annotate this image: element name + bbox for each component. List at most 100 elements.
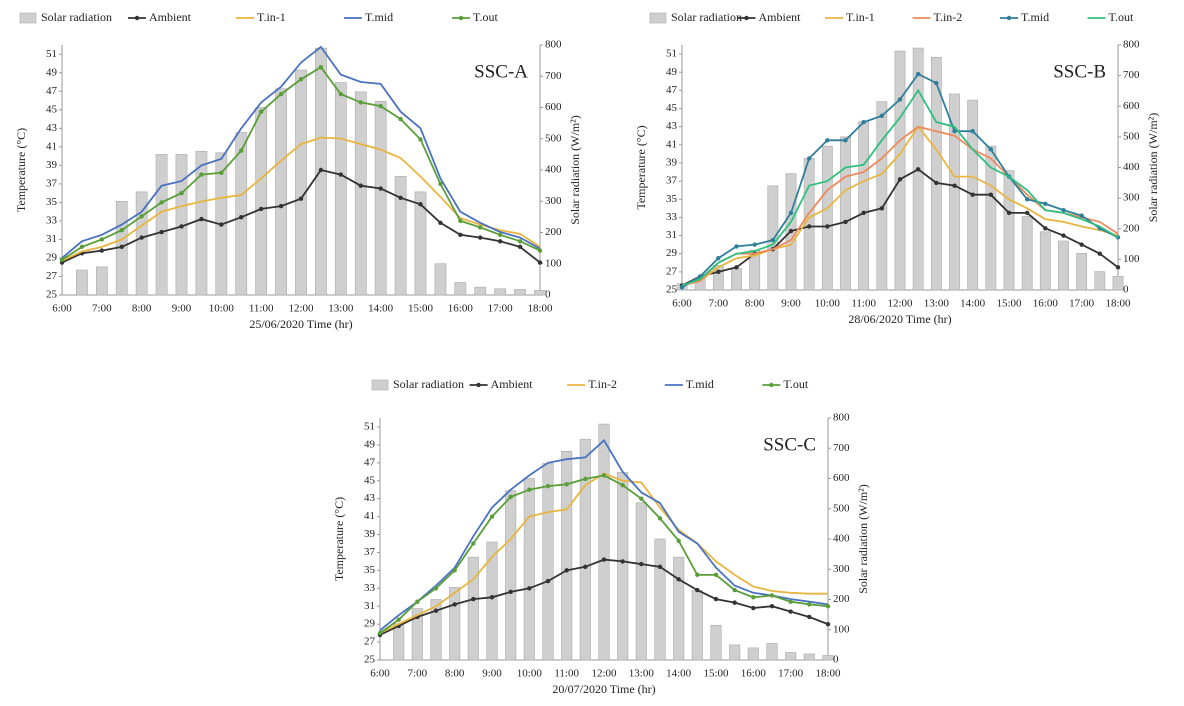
- y-tick-label: 37: [364, 546, 376, 558]
- point: [752, 242, 757, 247]
- point: [159, 200, 164, 205]
- point: [415, 599, 420, 604]
- point: [219, 170, 224, 175]
- point: [843, 138, 848, 143]
- point: [119, 227, 124, 233]
- point: [1043, 226, 1048, 231]
- bar: [729, 644, 741, 661]
- y-tick-label: 35: [364, 564, 376, 576]
- point: [527, 487, 532, 492]
- bar: [731, 268, 742, 291]
- point: [620, 559, 625, 564]
- point: [934, 180, 939, 186]
- point: [788, 228, 794, 234]
- y-tick-label: 33: [46, 214, 58, 226]
- legend-swatch: [19, 12, 37, 24]
- point: [545, 578, 551, 584]
- point: [358, 100, 363, 105]
- x-tick-label: 11:00: [249, 303, 274, 315]
- x-tick-label: 14:00: [960, 298, 986, 310]
- y-tick-label: 49: [46, 66, 58, 78]
- x-tick-label: 10:00: [815, 298, 841, 310]
- legend-label: Ambient: [491, 377, 534, 391]
- y-tick-label: 41: [46, 140, 57, 152]
- point: [1097, 251, 1103, 256]
- x-tick-label: 16:00: [1033, 298, 1059, 310]
- bar: [561, 450, 573, 661]
- point: [199, 172, 204, 177]
- bar: [494, 288, 507, 296]
- point: [358, 183, 363, 188]
- bar: [894, 50, 906, 291]
- y-axis-label: Temperature (°C): [14, 128, 28, 212]
- bar: [617, 472, 629, 661]
- point: [657, 564, 663, 569]
- y2-tick-label: 100: [833, 623, 850, 635]
- bar: [354, 91, 367, 296]
- bar: [1003, 170, 1015, 291]
- bar: [195, 150, 208, 296]
- point: [239, 148, 244, 153]
- annotation: SSC-A: [474, 61, 528, 82]
- point: [806, 224, 812, 229]
- point: [861, 119, 866, 125]
- point: [583, 476, 588, 482]
- line: [61, 136, 541, 262]
- point: [861, 210, 866, 216]
- legend-label: T.out: [783, 377, 808, 391]
- y2-tick-label: 100: [1123, 253, 1140, 265]
- y-tick-label: 45: [46, 103, 58, 115]
- y-tick-label: 37: [666, 175, 678, 187]
- point: [716, 256, 721, 261]
- point: [179, 190, 184, 196]
- x-tick-label: 8:00: [132, 303, 152, 315]
- point: [1115, 265, 1121, 270]
- point: [952, 183, 957, 188]
- y-tick-label: 47: [364, 456, 376, 468]
- bar: [985, 145, 997, 291]
- point: [1006, 210, 1012, 216]
- y-tick-label: 45: [666, 102, 678, 114]
- y2-tick-label: 0: [833, 654, 839, 666]
- point: [788, 210, 794, 216]
- point: [769, 593, 775, 598]
- y2-tick-label: 800: [1123, 39, 1140, 51]
- y-tick-label: 29: [46, 251, 58, 263]
- y2-axis-label: Solar radiation (W/m²): [856, 484, 870, 594]
- legend-label: Ambient: [759, 10, 802, 24]
- point: [458, 232, 463, 238]
- bar: [1039, 231, 1051, 291]
- y-tick-label: 39: [46, 159, 58, 171]
- point: [99, 248, 105, 253]
- x-tick-label: 6:00: [52, 303, 72, 315]
- point: [970, 192, 975, 197]
- y-tick-label: 25: [666, 284, 678, 296]
- legend-label: T.mid: [1021, 10, 1049, 24]
- point: [769, 604, 775, 609]
- point: [338, 172, 344, 177]
- legend-marker: [1006, 15, 1012, 21]
- y-tick-label: 43: [46, 122, 58, 134]
- point: [713, 572, 719, 578]
- y-tick-label: 51: [364, 420, 375, 432]
- x-tick-label: 13:00: [629, 668, 655, 680]
- point: [452, 568, 457, 573]
- legend-label: T.out: [473, 10, 498, 24]
- y-tick-label: 47: [46, 85, 58, 97]
- bar: [691, 590, 703, 661]
- bar: [821, 145, 833, 291]
- x-axis-label: 28/06/2020 Time (hr): [848, 312, 951, 326]
- y2-tick-label: 300: [833, 563, 850, 575]
- point: [318, 65, 324, 70]
- bar: [411, 608, 423, 661]
- y2-tick-label: 700: [833, 442, 850, 454]
- x-tick-label: 9:00: [482, 668, 502, 680]
- x-tick-label: 12:00: [591, 668, 617, 680]
- x-tick-label: 8:00: [745, 298, 765, 310]
- point: [489, 595, 495, 600]
- point: [825, 621, 831, 627]
- bar: [712, 265, 724, 291]
- chart-panel: 25 27 29 31 33 35 37 39 41 43 45 47 49 51 0 100 200 300 40…: [14, 10, 582, 331]
- bar: [858, 121, 870, 291]
- x-tick-label: 18:00: [1105, 298, 1131, 310]
